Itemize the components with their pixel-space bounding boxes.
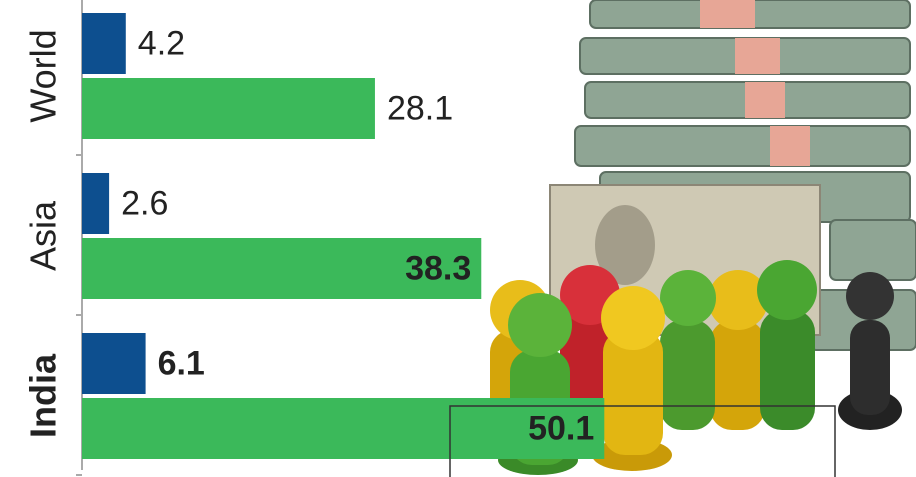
category-label: Asia	[23, 200, 64, 271]
bar	[82, 78, 375, 139]
category-label: World	[23, 29, 64, 122]
value-label: 38.3	[405, 249, 471, 287]
value-label: 4.2	[138, 24, 185, 62]
chart: World 4.2 28.1 Asia 2.6 38.3 India 6.1 50.1	[0, 0, 916, 477]
value-label: 50.1	[528, 409, 594, 447]
bar	[82, 398, 604, 459]
bar	[82, 13, 126, 74]
bar	[82, 333, 146, 394]
value-label: 28.1	[387, 89, 453, 127]
category-label: India	[23, 353, 64, 438]
value-label: 2.6	[121, 184, 168, 222]
value-label: 6.1	[158, 344, 205, 382]
bar	[82, 173, 109, 234]
